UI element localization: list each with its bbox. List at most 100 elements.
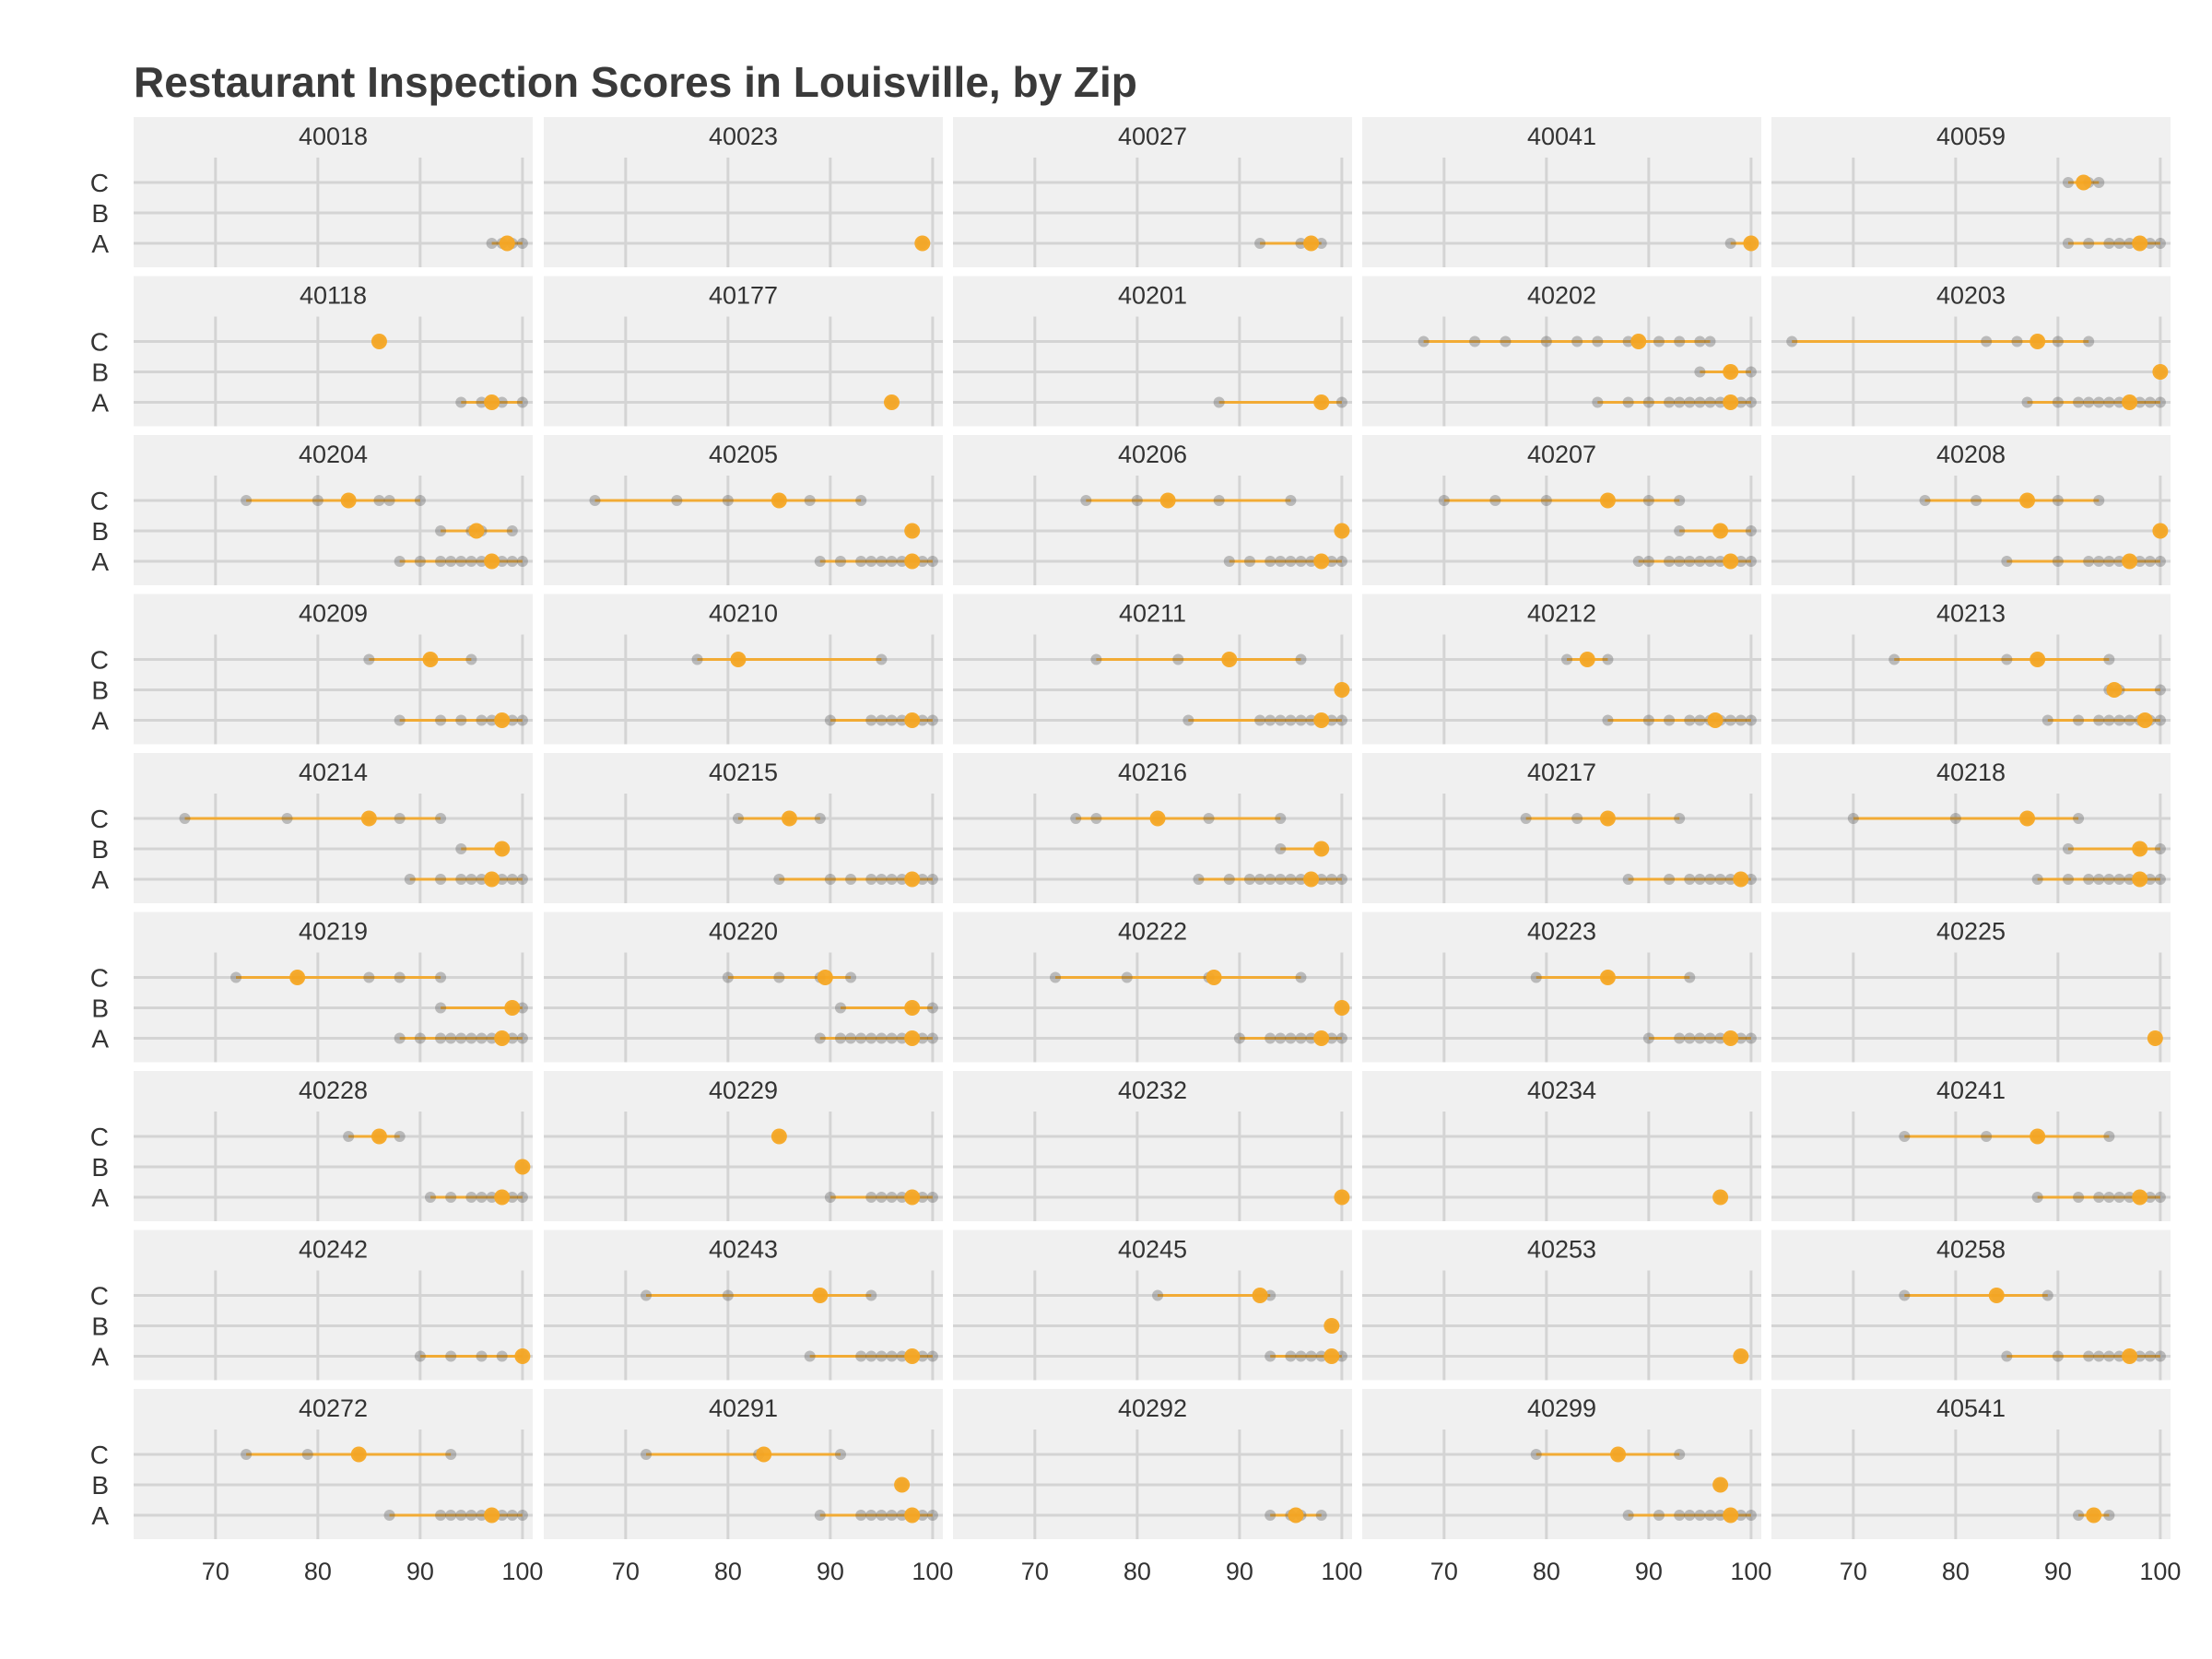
- x-tick-label: 90: [2044, 1558, 2072, 1585]
- median-point: [1334, 1000, 1350, 1016]
- score-point: [445, 1449, 457, 1460]
- score-point: [1949, 813, 1961, 824]
- score-point: [1724, 714, 1736, 726]
- score-point: [1919, 495, 1931, 506]
- median-point: [2030, 334, 2046, 349]
- score-point: [241, 1449, 253, 1460]
- facet-40243: 40243: [544, 1230, 943, 1381]
- score-point: [1050, 971, 1062, 983]
- score-point: [886, 874, 898, 885]
- score-point: [1265, 1032, 1277, 1044]
- grade-label: A: [91, 707, 109, 735]
- score-point: [506, 1192, 518, 1203]
- median-point: [914, 235, 931, 252]
- score-point: [2154, 1350, 2166, 1362]
- score-point: [2073, 714, 2085, 726]
- grade-label: B: [91, 677, 109, 705]
- score-point: [1438, 495, 1450, 506]
- median-point: [904, 1030, 921, 1046]
- score-point: [2021, 396, 2033, 408]
- score-point: [516, 396, 528, 408]
- score-point: [2083, 1350, 2095, 1362]
- score-point: [1745, 714, 1757, 726]
- score-point: [1674, 495, 1686, 506]
- facet-label: 40202: [1527, 282, 1596, 310]
- facet-label: 40023: [709, 123, 778, 150]
- score-point: [1315, 1510, 1327, 1521]
- score-point: [1418, 335, 1430, 347]
- score-point: [1694, 556, 1706, 567]
- facet-40214: 40214: [134, 753, 533, 903]
- score-point: [2093, 556, 2105, 567]
- median-point: [894, 1477, 911, 1493]
- score-point: [404, 874, 416, 885]
- median-point: [1221, 652, 1238, 667]
- facet-40177: 40177: [544, 276, 943, 427]
- score-point: [2062, 874, 2074, 885]
- median-point: [1159, 492, 1176, 509]
- score-point: [2113, 396, 2125, 408]
- score-point: [486, 238, 498, 249]
- median-point: [350, 1446, 367, 1463]
- facet-40241: 40241: [1771, 1071, 2171, 1221]
- median-point: [1723, 553, 1739, 570]
- median-point: [2030, 1128, 2046, 1145]
- score-point: [1254, 238, 1266, 249]
- score-point: [2113, 714, 2125, 726]
- score-point: [1265, 714, 1277, 726]
- score-point: [506, 714, 518, 726]
- score-point: [455, 714, 467, 726]
- facet-label: 40211: [1119, 600, 1186, 628]
- median-point: [1733, 1348, 1749, 1364]
- score-point: [2062, 843, 2074, 854]
- chart-title: Restaurant Inspection Scores in Louisvil…: [134, 58, 1137, 106]
- x-tick-label: 70: [1430, 1558, 1458, 1585]
- score-point: [2083, 874, 2095, 885]
- score-point: [1735, 1510, 1747, 1521]
- facet-40232: 40232: [953, 1071, 1352, 1221]
- facet-label: 40222: [1118, 918, 1187, 946]
- score-point: [2052, 556, 2064, 567]
- score-point: [1315, 238, 1327, 249]
- x-tick-label: 100: [912, 1558, 953, 1585]
- score-point: [1265, 556, 1277, 567]
- median-point: [1743, 235, 1759, 252]
- median-point: [494, 1030, 511, 1046]
- facet-label: 40229: [709, 1077, 778, 1104]
- score-point: [476, 1510, 488, 1521]
- score-point: [445, 1510, 457, 1521]
- score-point: [516, 874, 528, 885]
- score-point: [855, 1032, 867, 1044]
- score-point: [1305, 556, 1317, 567]
- score-point: [2103, 238, 2115, 249]
- grade-label: A: [91, 1025, 109, 1053]
- facet-label: 40205: [709, 441, 778, 468]
- median-point: [484, 394, 500, 410]
- score-point: [865, 1289, 877, 1301]
- median-point: [2019, 492, 2036, 509]
- grade-label: A: [91, 1343, 109, 1371]
- score-point: [1131, 495, 1143, 506]
- score-point: [845, 1032, 857, 1044]
- score-point: [476, 1350, 488, 1362]
- score-point: [455, 556, 467, 567]
- facet-40253: 40253: [1362, 1230, 1761, 1381]
- median-point: [484, 1507, 500, 1524]
- score-point: [886, 556, 898, 567]
- median-point: [904, 1348, 921, 1364]
- score-point: [465, 874, 477, 885]
- facet-label: 40212: [1527, 600, 1596, 628]
- score-point: [435, 525, 447, 536]
- score-point: [1315, 1350, 1327, 1362]
- facet-label: 40204: [299, 441, 368, 468]
- score-point: [1664, 714, 1676, 726]
- score-point: [465, 1032, 477, 1044]
- median-point: [484, 871, 500, 888]
- score-point: [2052, 396, 2064, 408]
- score-point: [1704, 1510, 1716, 1521]
- score-point: [2124, 238, 2136, 249]
- score-point: [916, 874, 928, 885]
- median-point: [340, 492, 357, 509]
- x-tick-label: 80: [304, 1558, 332, 1585]
